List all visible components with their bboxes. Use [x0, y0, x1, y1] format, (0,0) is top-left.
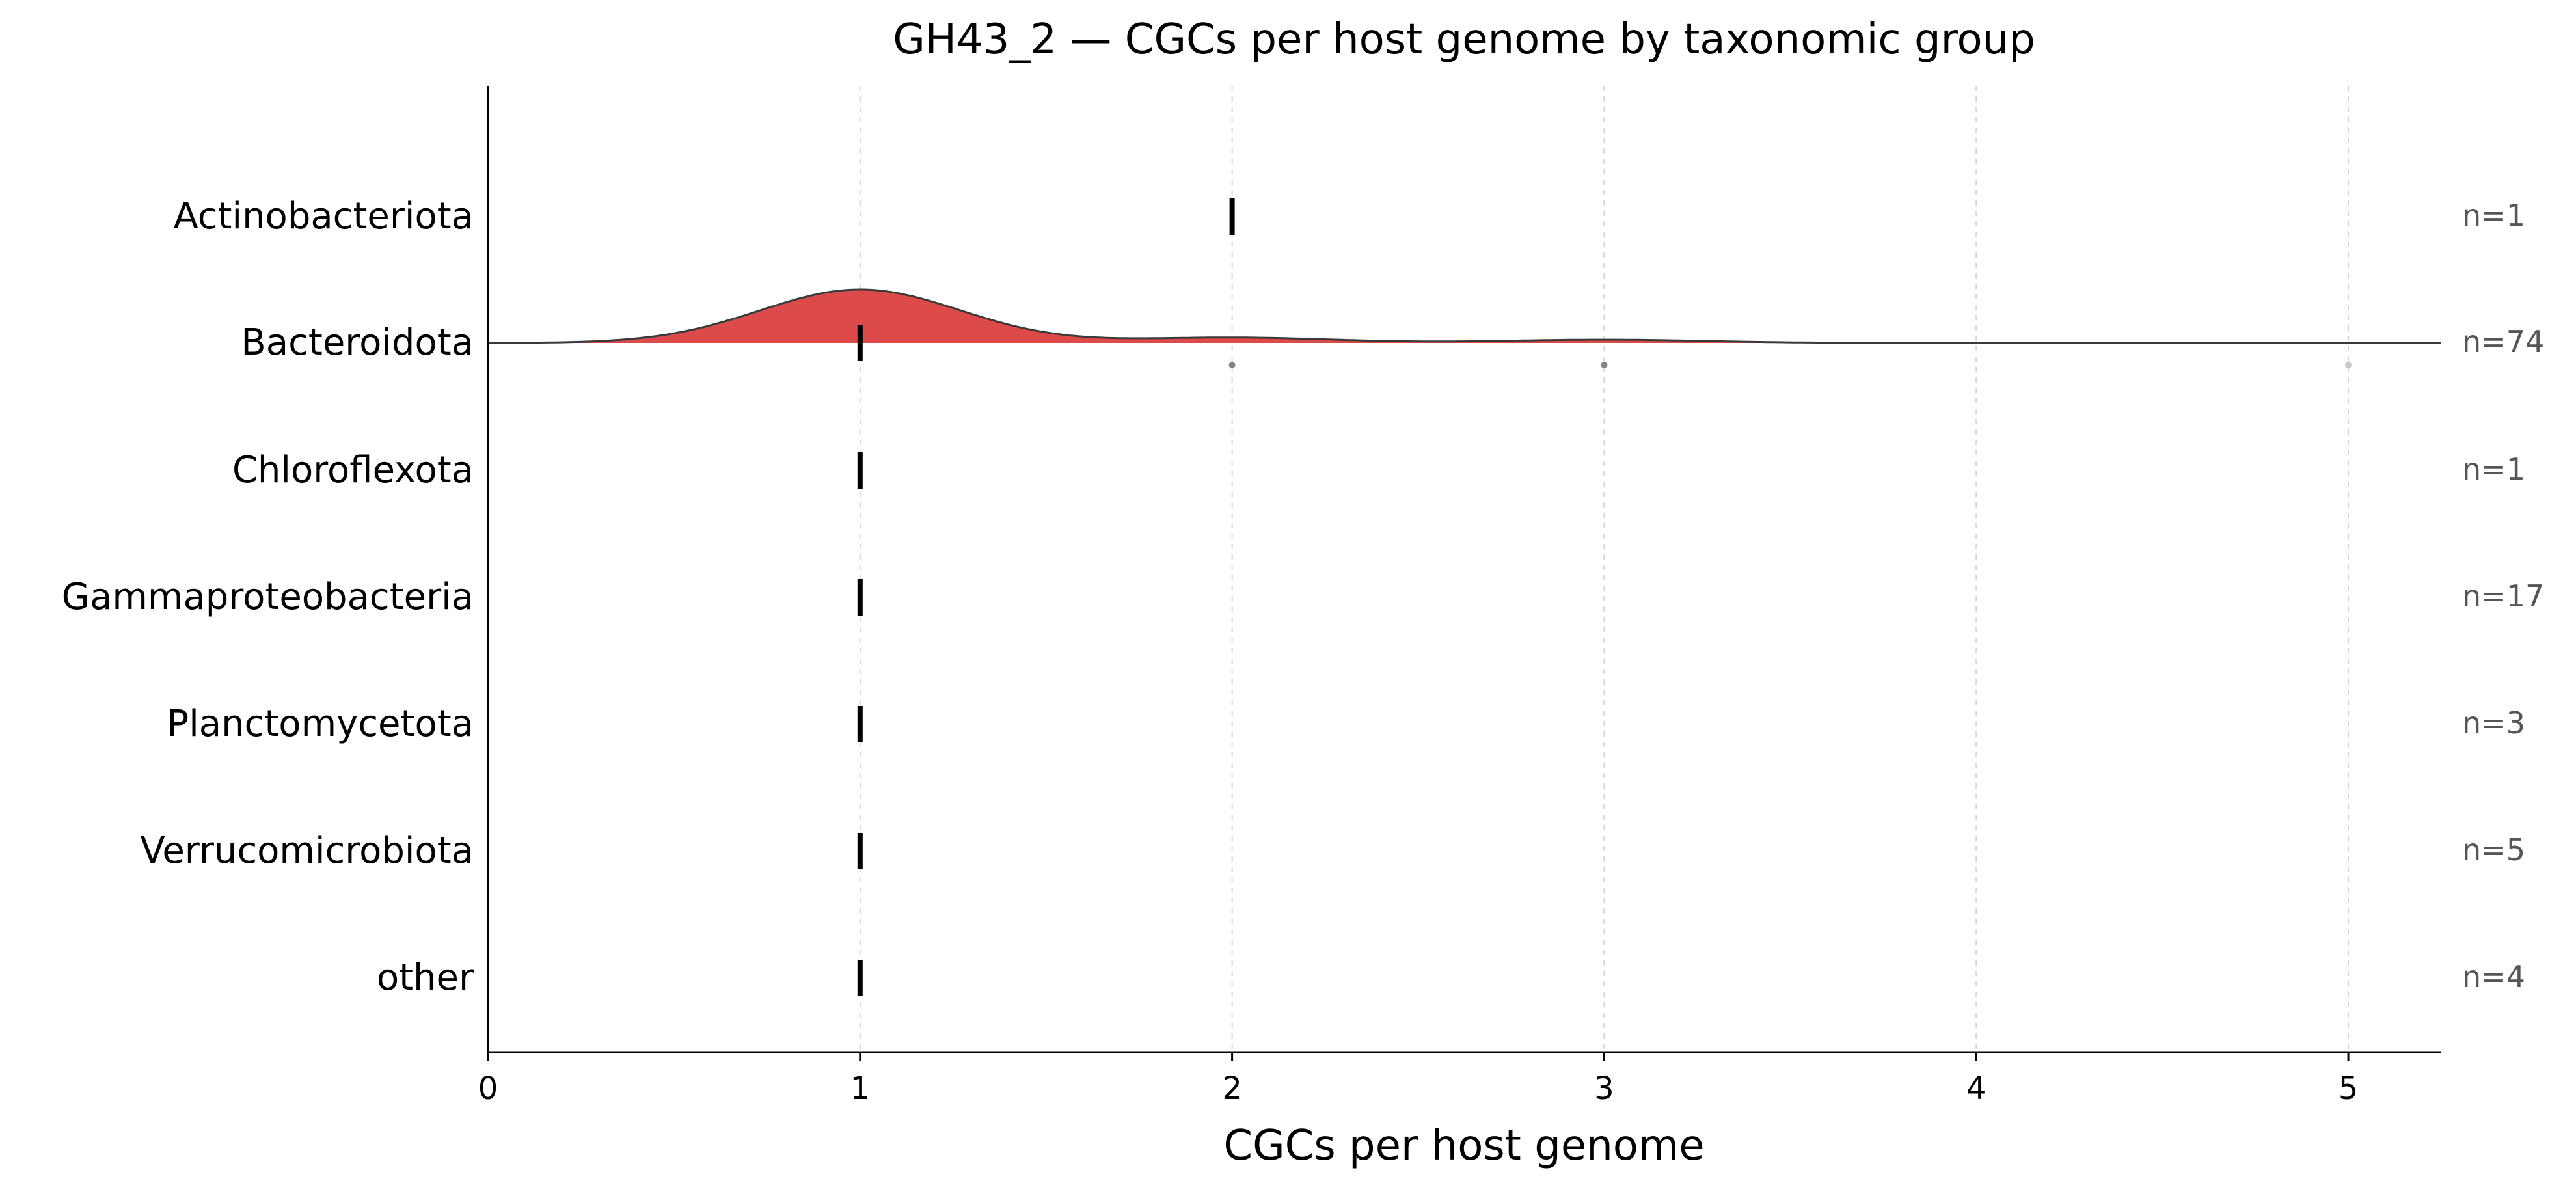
count-label: n=3 [2462, 705, 2525, 741]
category-label: Gammaproteobacteria [62, 576, 474, 618]
category-label: Chloroflexota [232, 449, 474, 491]
x-tick-label: 3 [1594, 1070, 1614, 1107]
x-gridlines [859, 86, 2350, 1052]
count-label: n=4 [2462, 959, 2525, 994]
category-label: Planctomycetota [167, 703, 474, 745]
x-tick-label: 1 [850, 1070, 871, 1107]
x-tick-label: 4 [1966, 1070, 1986, 1107]
count-label: n=5 [2462, 832, 2525, 867]
category-label: Bacteroidota [241, 321, 474, 364]
chart-title: GH43_2 — CGCs per host genome by taxonom… [893, 16, 2035, 64]
x-axis-label: CGCs per host genome [1223, 1122, 1704, 1170]
count-label: n=17 [2462, 578, 2544, 614]
outlier-point [2345, 362, 2352, 368]
count-labels: n=1 n=74 n=1 n=17 n=3 n=5 n=4 [2462, 198, 2544, 994]
category-label: other [377, 957, 474, 999]
x-tick-label: 5 [2339, 1070, 2359, 1107]
axes [487, 86, 2441, 1053]
category-label: Verrucomicrobiota [140, 830, 474, 872]
count-label: n=74 [2462, 324, 2544, 359]
x-tick-labels: 0 1 2 3 4 5 [478, 1052, 2359, 1107]
median-markers [857, 198, 1235, 996]
outlier-point [1228, 362, 1236, 368]
density-outline-bacteroidota [488, 288, 2441, 344]
count-label: n=1 [2462, 452, 2525, 487]
x-tick-label: 0 [478, 1070, 498, 1107]
x-tick-label: 2 [1222, 1070, 1242, 1107]
density-layer [488, 288, 2441, 344]
count-label: n=1 [2462, 198, 2525, 233]
density-area-bacteroidota [488, 290, 2441, 343]
category-labels: Actinobacteriota Bacteroidota Chloroflexot… [62, 195, 474, 999]
outlier-point [1601, 362, 1608, 368]
category-label: Actinobacteriota [173, 195, 474, 238]
outlier-points [1228, 362, 2352, 368]
